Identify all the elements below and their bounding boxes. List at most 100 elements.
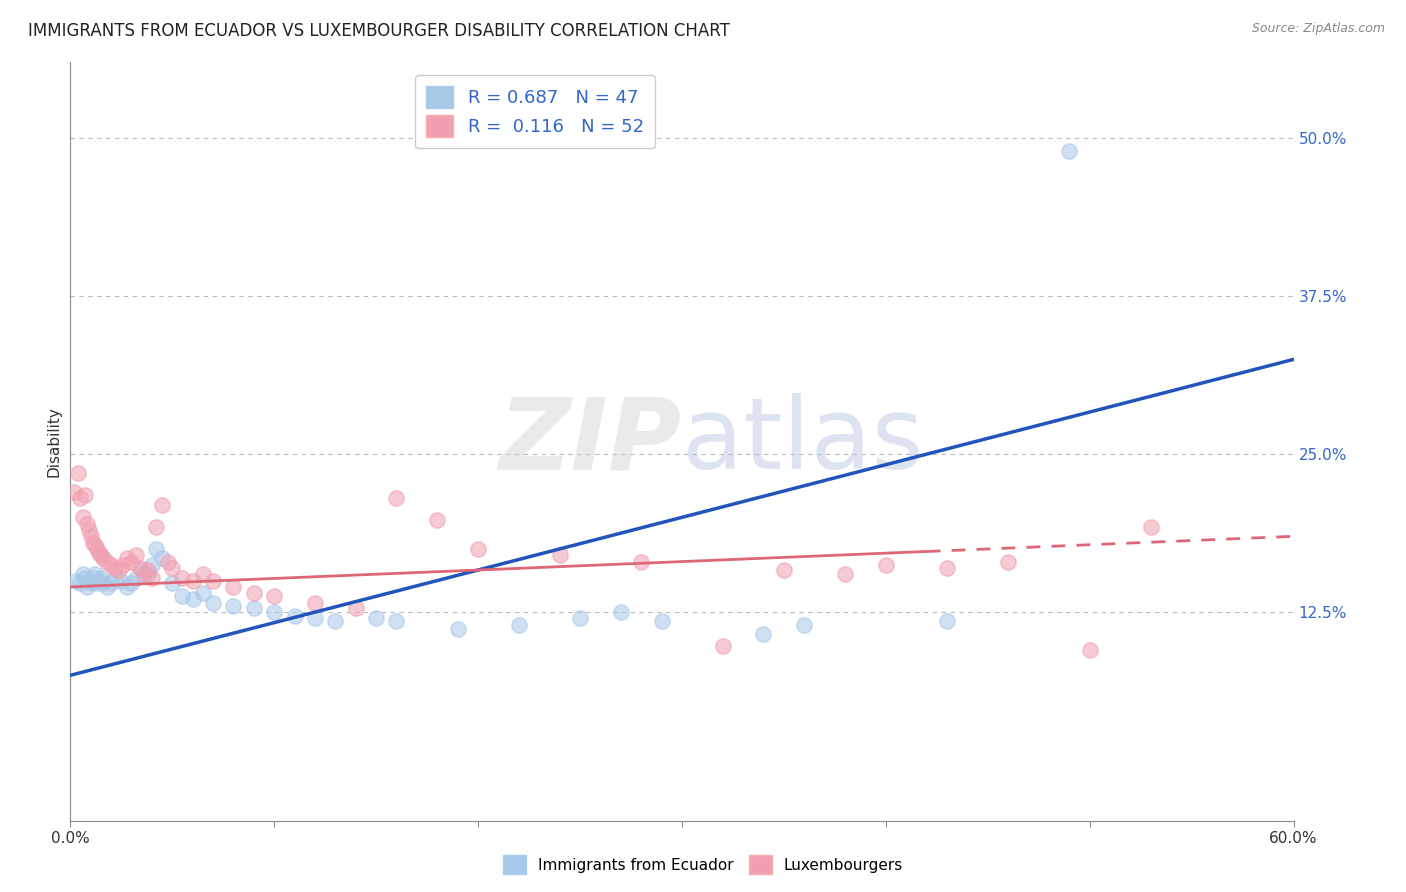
- Point: [86, 576, 108, 591]
- Point: [875, 558, 897, 573]
- Text: ZIP: ZIP: [499, 393, 682, 490]
- Point: [90, 571, 112, 585]
- Point: [304, 596, 326, 610]
- Point: [87, 574, 110, 588]
- Point: [467, 541, 489, 556]
- Point: [132, 567, 155, 582]
- Point: [145, 520, 167, 534]
- Point: [79, 529, 103, 543]
- Point: [243, 601, 266, 615]
- Point: [936, 614, 959, 628]
- Point: [121, 555, 143, 569]
- Point: [79, 576, 103, 591]
- Point: [1139, 520, 1161, 534]
- Point: [117, 580, 139, 594]
- Point: [191, 586, 214, 600]
- Point: [82, 571, 104, 585]
- Point: [568, 611, 592, 625]
- Point: [77, 523, 100, 537]
- Point: [128, 561, 150, 575]
- Point: [145, 541, 167, 556]
- Point: [447, 622, 470, 636]
- Point: [82, 535, 104, 549]
- Point: [69, 576, 91, 591]
- Point: [222, 599, 245, 613]
- Point: [108, 564, 131, 578]
- Point: [191, 567, 214, 582]
- Point: [65, 574, 87, 588]
- Point: [172, 571, 194, 585]
- Point: [773, 564, 796, 578]
- Point: [1057, 144, 1080, 158]
- Point: [162, 561, 183, 575]
- Point: [96, 580, 118, 594]
- Point: [76, 580, 98, 594]
- Point: [141, 558, 163, 573]
- Point: [73, 487, 96, 501]
- Point: [63, 485, 86, 500]
- Point: [263, 605, 285, 619]
- Point: [136, 564, 159, 578]
- Point: [77, 574, 100, 588]
- Point: [172, 589, 194, 603]
- Point: [72, 510, 94, 524]
- Point: [112, 558, 135, 573]
- Text: Source: ZipAtlas.com: Source: ZipAtlas.com: [1251, 22, 1385, 36]
- Point: [104, 571, 127, 585]
- Point: [83, 567, 105, 582]
- Point: [72, 567, 94, 582]
- Point: [243, 586, 266, 600]
- Point: [650, 614, 672, 628]
- Point: [136, 567, 159, 582]
- Point: [834, 567, 856, 582]
- Legend: R = 0.687   N = 47, R =  0.116   N = 52: R = 0.687 N = 47, R = 0.116 N = 52: [415, 75, 655, 148]
- Text: atlas: atlas: [682, 393, 924, 490]
- Point: [141, 571, 163, 585]
- Point: [87, 546, 110, 560]
- Point: [73, 571, 96, 585]
- Point: [202, 574, 225, 588]
- Point: [263, 589, 285, 603]
- Point: [157, 555, 180, 569]
- Point: [385, 614, 408, 628]
- Point: [67, 466, 90, 480]
- Y-axis label: Disability: Disability: [46, 406, 62, 477]
- Point: [91, 576, 114, 591]
- Point: [610, 605, 633, 619]
- Point: [96, 555, 118, 569]
- Point: [793, 617, 815, 632]
- Point: [1078, 643, 1101, 657]
- Point: [385, 491, 408, 506]
- Text: IMMIGRANTS FROM ECUADOR VS LUXEMBOURGER DISABILITY CORRELATION CHART: IMMIGRANTS FROM ECUADOR VS LUXEMBOURGER …: [28, 22, 730, 40]
- Point: [936, 561, 959, 575]
- Point: [202, 596, 225, 610]
- Point: [162, 576, 183, 591]
- Point: [997, 555, 1019, 569]
- Point: [76, 516, 98, 531]
- Point: [344, 601, 367, 615]
- Point: [150, 498, 173, 512]
- Point: [752, 626, 775, 640]
- Point: [104, 561, 127, 575]
- Point: [181, 592, 204, 607]
- Point: [110, 574, 132, 588]
- Point: [90, 548, 112, 563]
- Point: [711, 639, 734, 653]
- Point: [508, 617, 530, 632]
- Point: [69, 491, 91, 506]
- Point: [131, 564, 153, 578]
- Point: [124, 571, 146, 585]
- Point: [426, 513, 449, 527]
- Point: [284, 609, 307, 624]
- Point: [366, 611, 388, 625]
- Point: [181, 574, 204, 588]
- Point: [630, 555, 652, 569]
- Point: [124, 548, 146, 563]
- Point: [86, 541, 108, 556]
- Point: [100, 576, 122, 591]
- Point: [121, 576, 143, 591]
- Point: [91, 550, 114, 565]
- Point: [304, 611, 326, 625]
- Point: [100, 558, 122, 573]
- Point: [222, 580, 245, 594]
